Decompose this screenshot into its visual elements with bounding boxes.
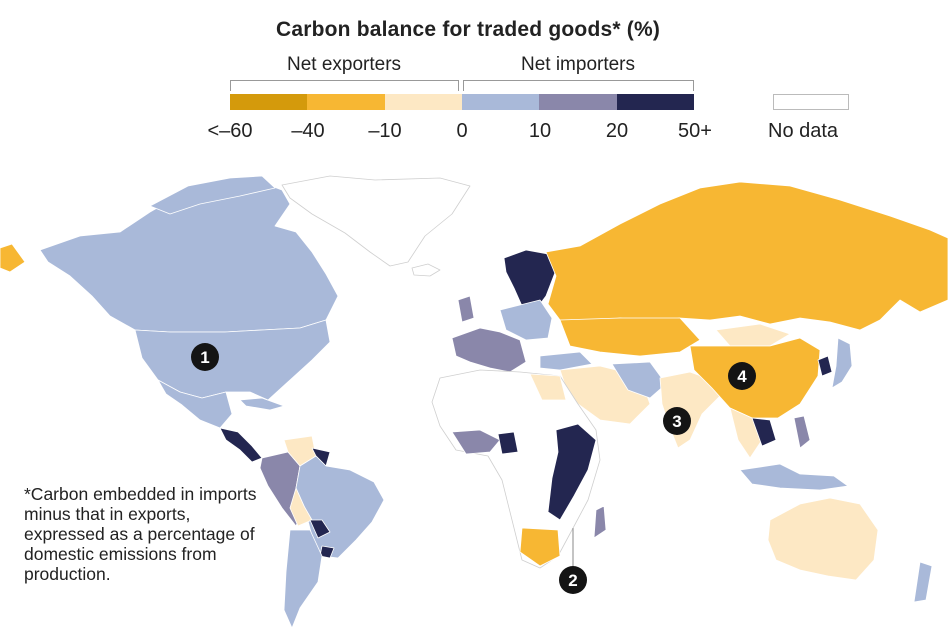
region-vietnam-laos — [751, 417, 777, 447]
legend-tick-label: –40 — [291, 120, 325, 142]
region-iceland — [411, 263, 441, 277]
region-south-africa — [519, 527, 561, 567]
region-caribbean — [239, 397, 285, 411]
region-iran — [611, 361, 667, 399]
legend-tick-label: 50+ — [678, 120, 712, 142]
region-paraguay — [309, 519, 331, 539]
region-western-europe — [451, 327, 527, 373]
chart-title: Carbon balance for traded goods* (%) — [275, 18, 661, 41]
legend-no-data-label: No data — [768, 120, 839, 142]
region-philippines — [793, 415, 811, 449]
region-alaska-west — [0, 243, 26, 273]
legend-tick-label: –10 — [368, 120, 402, 142]
legend-tick-label: 10 — [528, 120, 552, 142]
region-west-africa — [451, 429, 501, 455]
marker-3: 3 — [663, 407, 691, 435]
legend-tick-label: 0 — [456, 120, 468, 142]
legend-importers-bracket — [463, 80, 694, 91]
region-central-europe — [499, 299, 553, 341]
region-southeast-asia — [729, 407, 763, 459]
region-indonesia — [739, 463, 849, 491]
region-nigeria — [497, 431, 519, 455]
region-russia — [545, 181, 948, 331]
legend-swatch-bin-6 — [616, 94, 694, 110]
legend-swatch-bin-3 — [384, 94, 462, 110]
region-uk — [457, 295, 475, 323]
marker-1: 1 — [191, 343, 219, 371]
region-mongolia — [715, 323, 791, 347]
legend-no-data-swatch — [773, 94, 849, 110]
legend-swatch-bin-1 — [230, 94, 308, 110]
legend-exporters-bracket — [230, 80, 459, 91]
footnote: *Carbon embedded in imports minus that i… — [24, 484, 257, 584]
legend-swatch-bin-5 — [539, 94, 617, 110]
region-egypt — [529, 373, 567, 401]
region-new-zealand — [913, 561, 933, 603]
region-mexico — [157, 379, 233, 429]
region-australia — [767, 497, 879, 581]
region-bolivia — [289, 487, 313, 527]
svg-text:4: 4 — [737, 367, 747, 386]
region-madagascar — [593, 505, 607, 539]
svg-text:1: 1 — [200, 348, 209, 367]
region-japan — [831, 337, 853, 389]
svg-text:2: 2 — [568, 571, 577, 590]
marker-4: 4 — [728, 362, 756, 390]
region-east-africa — [547, 423, 597, 521]
legend-tick-label: <–60 — [207, 120, 253, 142]
svg-text:3: 3 — [672, 412, 681, 431]
region-greenland — [281, 175, 471, 267]
legend-color-scale — [230, 94, 694, 110]
region-central-america — [219, 427, 263, 463]
legend-net-exporters-label: Net exporters — [286, 54, 402, 75]
marker-2: 2 — [559, 566, 587, 594]
region-korea — [817, 355, 833, 377]
region-turkey — [539, 351, 593, 371]
legend-tick-label: 20 — [605, 120, 629, 142]
region-canada-arctic-islands — [149, 175, 276, 215]
legend-swatch-bin-4 — [461, 94, 540, 110]
legend-net-importers-label: Net importers — [520, 54, 636, 75]
region-central-asia — [559, 317, 701, 357]
legend-swatch-bin-2 — [307, 94, 385, 110]
region-argentina — [283, 529, 323, 629]
